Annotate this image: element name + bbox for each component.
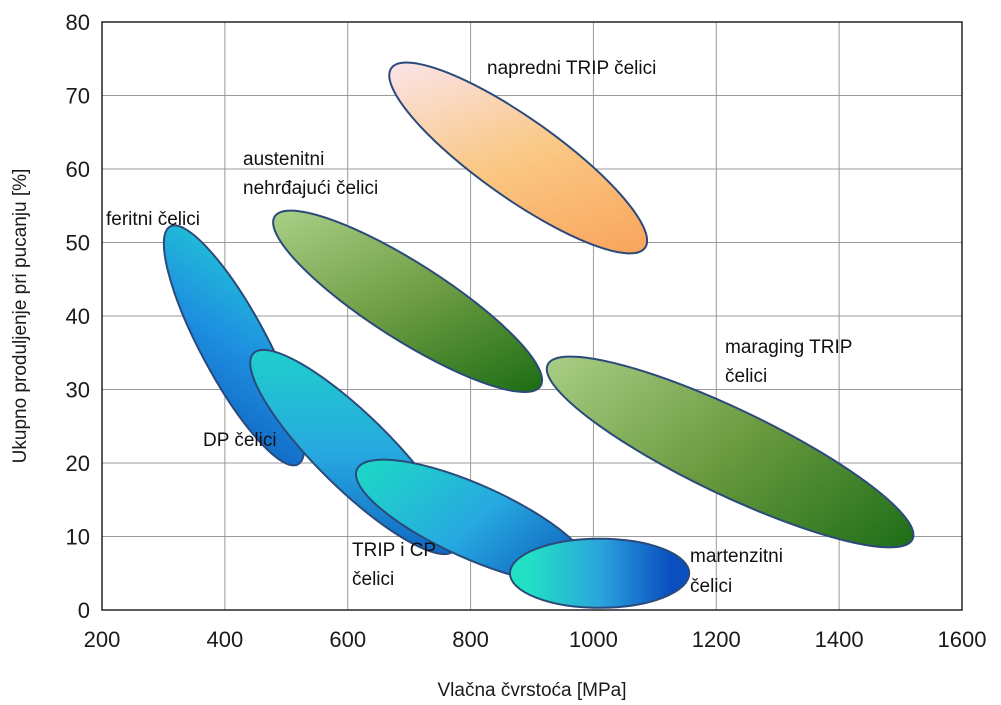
y-tick-label: 30 bbox=[66, 378, 90, 403]
y-axis-label: Ukupno produljenje pri pucanju [%] bbox=[10, 169, 31, 464]
region-label-napredni: napredni TRIP čelici bbox=[487, 58, 656, 79]
region-label-martenzitni: čelici bbox=[690, 576, 732, 597]
plot-frame bbox=[101, 21, 963, 611]
x-tick-label: 1400 bbox=[815, 627, 864, 652]
x-tick-label: 1600 bbox=[938, 627, 987, 652]
y-tick-label: 70 bbox=[66, 84, 90, 109]
y-tick-label: 80 bbox=[66, 10, 90, 35]
region-label-austenitni: austenitni bbox=[243, 149, 324, 170]
region-martenzitni bbox=[508, 537, 691, 609]
region-label-austenitni: nehrđajući čelici bbox=[243, 178, 378, 199]
x-tick-label: 600 bbox=[329, 627, 366, 652]
region-label-trip_cp: čelici bbox=[352, 569, 394, 590]
y-tick-label: 50 bbox=[66, 231, 90, 256]
y-tick-label: 0 bbox=[78, 598, 90, 623]
region-austenitni bbox=[272, 209, 544, 394]
y-tick-label: 10 bbox=[66, 525, 90, 550]
regions bbox=[162, 61, 915, 609]
region-maraging bbox=[545, 355, 915, 549]
y-tick-label: 40 bbox=[66, 304, 90, 329]
region-label-dp: DP čelici bbox=[203, 430, 277, 451]
region-label-feritni: feritni čelici bbox=[106, 209, 200, 230]
region-label-trip_cp: TRIP i CP bbox=[352, 540, 436, 561]
y-tick-label: 20 bbox=[66, 451, 90, 476]
x-tick-label: 400 bbox=[206, 627, 243, 652]
x-axis-ticks: 200 400 600 800 1000 1200 1400 1600 bbox=[84, 627, 987, 652]
region-napredni bbox=[388, 61, 649, 255]
region-label-maraging: čelici bbox=[725, 366, 767, 387]
region-label-maraging: maraging TRIP bbox=[725, 337, 852, 358]
y-axis-ticks: 0 10 20 30 40 50 60 70 80 bbox=[66, 10, 90, 623]
y-tick-label: 60 bbox=[66, 157, 90, 182]
x-tick-label: 1000 bbox=[569, 627, 618, 652]
x-tick-label: 200 bbox=[84, 627, 121, 652]
x-tick-label: 1200 bbox=[692, 627, 741, 652]
region-label-martenzitni: martenzitni bbox=[690, 546, 783, 567]
x-axis-label: Vlačna čvrstoća [MPa] bbox=[437, 680, 626, 701]
region-labels: feritni čelici austenitni nehrđajući čelic… bbox=[106, 58, 852, 597]
x-tick-label: 800 bbox=[452, 627, 489, 652]
